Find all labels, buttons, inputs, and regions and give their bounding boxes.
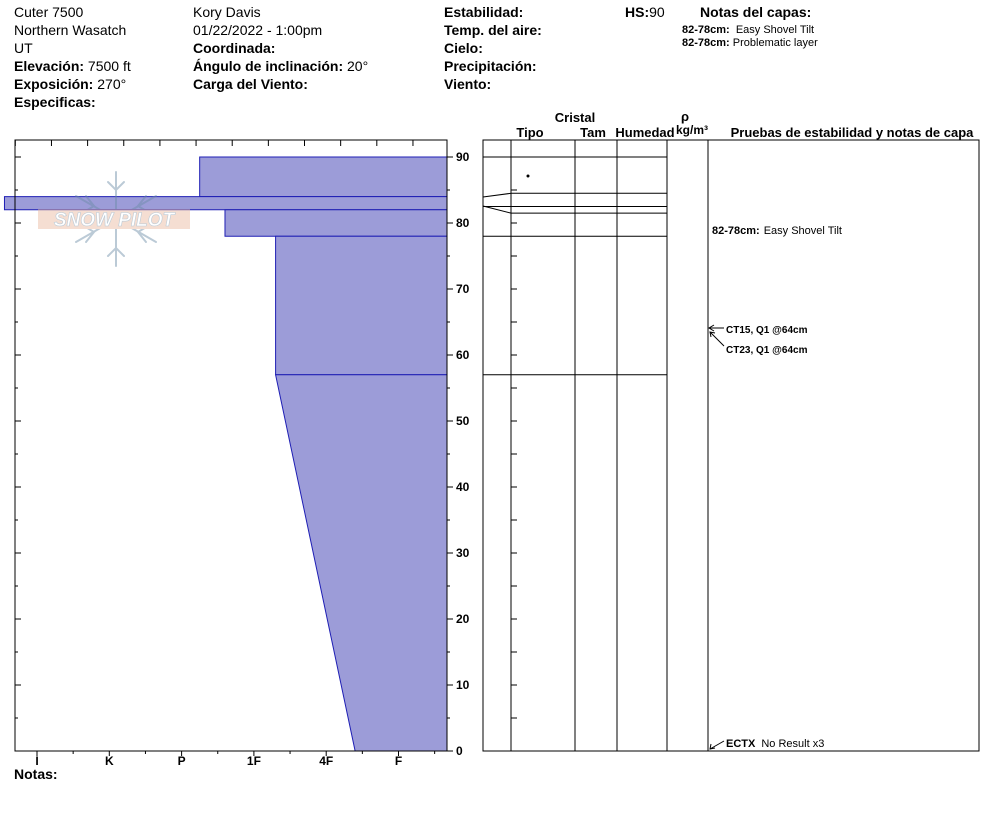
grain-form-symbol: [526, 174, 530, 178]
layer-note-text: Problematic layer: [732, 37, 818, 49]
test-result-code: ECTX: [726, 738, 756, 750]
aspect: Exposición: 270°: [14, 75, 126, 93]
location-name: Cuter 7500: [14, 4, 84, 20]
test-note-range: 82-78cm:: [712, 225, 760, 237]
moisture-header: Humedad: [615, 125, 674, 140]
logo-text: SNOW PILOT: [54, 210, 176, 231]
layer-note-range: 82-78cm:: [682, 24, 730, 36]
air-temp-label: Temp. del aire:: [444, 22, 542, 38]
observer-name: Kory Davis: [193, 4, 261, 20]
stability-label: Estabilidad:: [444, 4, 524, 20]
layer-note: 82-78cm: Easy Shovel Tilt: [682, 24, 814, 37]
hardness-tick-label: 1F: [247, 754, 261, 768]
density-unit: kg/m³: [676, 123, 708, 137]
depth-tick-label: 80: [456, 216, 470, 230]
logo-banner: [38, 209, 190, 229]
layer-notes-title: Notas del capas:: [700, 4, 812, 20]
density-symbol: ρ: [681, 109, 689, 124]
precip-label: Precipitación:: [444, 58, 537, 74]
snowpilot-logo: SNOW PILOT: [38, 171, 190, 267]
test-note: 82-78cm: Easy Shovel Tilt: [712, 225, 842, 237]
depth-tick-label: 30: [456, 546, 470, 560]
test-result-text: No Result x3: [761, 738, 824, 750]
hardness-tick-label: K: [105, 754, 114, 768]
hardness-layer: [275, 235, 448, 376]
snowflake-icon: [75, 171, 157, 267]
hardness-tick-label: F: [395, 754, 402, 768]
hardness-layers: [3, 156, 448, 752]
coordinate-label: Coordinada:: [193, 40, 276, 56]
specifics-label: Especificas:: [14, 94, 96, 110]
aspect-value: 270°: [97, 76, 127, 92]
hardness-layer: [199, 156, 448, 198]
crystal-header: Cristal: [555, 110, 595, 125]
hs-value: 90: [649, 4, 665, 20]
state: UT: [14, 40, 33, 56]
tests-header: Pruebas de estabilidad y notas de capa: [731, 125, 975, 140]
test-arrow: [709, 331, 725, 347]
layer-boundary: [482, 205, 667, 214]
hardness-tick-label: P: [178, 754, 186, 768]
depth-tick-label: 10: [456, 678, 470, 692]
slope-label: Ángulo de inclinación:: [193, 58, 344, 74]
depth-tick-label: 50: [456, 414, 470, 428]
hardness-layer: [3, 196, 448, 211]
hardness-plot-frame: [14, 139, 448, 752]
wind-loading-label: Carga del Viento:: [193, 76, 308, 92]
size-header: Tam: [580, 125, 606, 140]
test-arrow: [708, 324, 724, 332]
depth-tick-label: 20: [456, 612, 470, 626]
mountain-range: Northern Wasatch: [14, 22, 127, 38]
elevation: Elevación: 7500 ft: [14, 57, 131, 75]
layer-note: 82-78cm: Problematic layer: [682, 37, 818, 50]
hardness-tick-label: 4F: [319, 754, 333, 768]
test-result: CT23, Q1 @64cm: [726, 345, 808, 356]
notes-label: Notas:: [14, 766, 58, 782]
depth-tick-label: 70: [456, 282, 470, 296]
elevation-value: 7500 ft: [87, 58, 131, 74]
slope-value: 20°: [347, 58, 369, 74]
layer-note-range: 82-78cm:: [682, 37, 730, 49]
snow-height: HS:90: [625, 3, 665, 21]
slope-angle: Ángulo de inclinación: 20°: [193, 57, 368, 75]
test-note-text: Easy Shovel Tilt: [764, 225, 842, 237]
depth-tick-label: 0: [456, 744, 463, 758]
type-header: Tipo: [516, 125, 543, 140]
test-result: CT15, Q1 @64cm: [726, 325, 808, 336]
test-arrow: [709, 740, 725, 750]
depth-tick-label: 60: [456, 348, 470, 362]
layer-note-text: Easy Shovel Tilt: [735, 24, 815, 36]
observation-datetime: 01/22/2022 - 1:00pm: [193, 22, 323, 38]
elevation-label: Elevación:: [14, 58, 85, 74]
aspect-label: Exposición:: [14, 76, 94, 92]
hs-label: HS:: [625, 4, 650, 20]
depth-tick-label: 90: [456, 150, 470, 164]
hardness-layer: [274, 374, 448, 752]
layer-boundary: [482, 192, 667, 198]
test-result: ECTX No Result x3: [726, 738, 824, 750]
hardness-ticks: I K P 1F 4F F: [14, 140, 436, 768]
depth-tick-label: 40: [456, 480, 470, 494]
sky-label: Cielo:: [444, 40, 483, 56]
hardness-tick-label: I: [35, 754, 38, 768]
hardness-layer: [224, 209, 448, 237]
depth-axis: 0 10 20 30 40 50 60 70 80 90: [15, 150, 470, 758]
crystal-table: [482, 139, 980, 752]
wind-label: Viento:: [444, 76, 492, 92]
